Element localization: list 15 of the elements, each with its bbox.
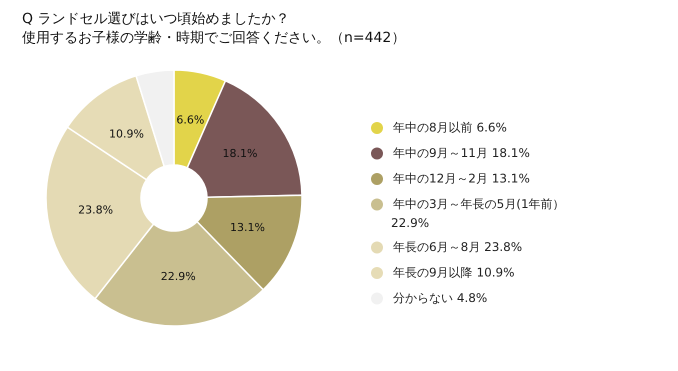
legend-label: 年中の3月～年長の5月(1年前） 22.9% [391, 196, 565, 230]
chart-title: Q ランドセル選びはいつ頃始めましたか？ [22, 11, 290, 27]
legend-label: 年長の9月以降 10.9% [393, 265, 515, 280]
data-label: 18.1% [222, 146, 258, 160]
data-label: 10.9% [108, 127, 144, 140]
data-label: 6.6% [176, 113, 204, 126]
chart-subtitle: 使用するお子様の学齢・時期でご回答ください。（n=442） [22, 30, 406, 46]
data-label: 23.8% [78, 204, 114, 217]
legend-label: 分からない 4.8% [393, 290, 488, 305]
legend-label: 年中の12月～2月 13.1% [393, 171, 530, 186]
legend-label: 年中の9月～11月 18.1% [393, 146, 530, 160]
legend-label: 年長の6月～8月 23.8% [393, 240, 522, 254]
data-label: 22.9% [160, 270, 196, 284]
legend-label: 年中の8月以前 6.6% [393, 120, 507, 134]
data-label: 13.1% [230, 221, 265, 234]
